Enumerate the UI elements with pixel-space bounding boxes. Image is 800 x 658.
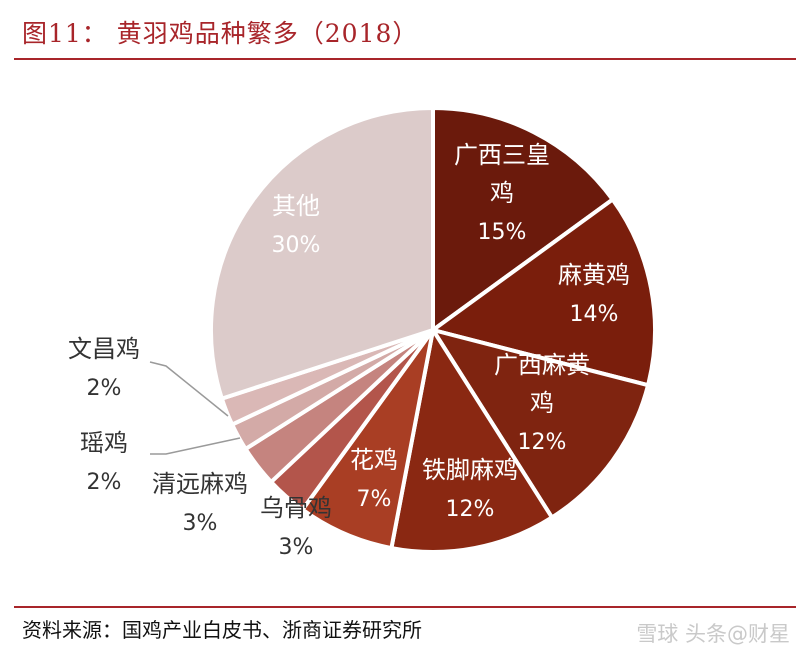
chart-title: 图11： 黄羽鸡品种繁多（2018）	[22, 19, 419, 48]
slice-label: 瑶鸡	[80, 429, 128, 457]
slice-value-label: 3%	[279, 535, 314, 560]
slice-label: 花鸡	[350, 446, 398, 474]
slice-label: 麻黄鸡	[558, 261, 630, 289]
pie-slice	[389, 328, 554, 554]
slice-label: 鸡	[490, 179, 514, 207]
leader-line	[150, 437, 241, 455]
source-note: 资料来源：国鸡产业白皮书、浙商证券研究所	[22, 618, 422, 642]
pie-slice	[431, 197, 657, 388]
slice-label: 广西三皇	[454, 141, 550, 169]
slice-value-label: 14%	[570, 302, 619, 327]
slice-value-label: 30%	[272, 233, 321, 258]
slice-label: 鸡	[530, 389, 554, 417]
slice-value-label: 3%	[183, 511, 218, 536]
slice-label: 广西麻黄	[494, 351, 590, 379]
pie-slice	[209, 106, 435, 401]
slice-label: 乌骨鸡	[260, 494, 332, 522]
source-divider	[14, 606, 796, 608]
leader-line	[149, 361, 229, 417]
slice-label: 铁脚麻鸡	[422, 456, 518, 484]
slice-value-label: 7%	[357, 487, 392, 512]
slice-value-label: 2%	[87, 376, 122, 401]
slice-value-label: 15%	[478, 220, 527, 245]
slice-label: 其他	[272, 192, 320, 220]
slice-value-label: 12%	[518, 430, 567, 455]
pie-slice	[431, 106, 615, 332]
slice-label: 文昌鸡	[68, 335, 140, 363]
pie-slice	[431, 328, 651, 520]
title-divider	[14, 58, 796, 60]
watermark: 雪球 头条@财星	[636, 622, 790, 646]
slice-label: 清远麻鸡	[152, 470, 248, 498]
slice-value-label: 12%	[446, 497, 495, 522]
slice-value-label: 2%	[87, 470, 122, 495]
